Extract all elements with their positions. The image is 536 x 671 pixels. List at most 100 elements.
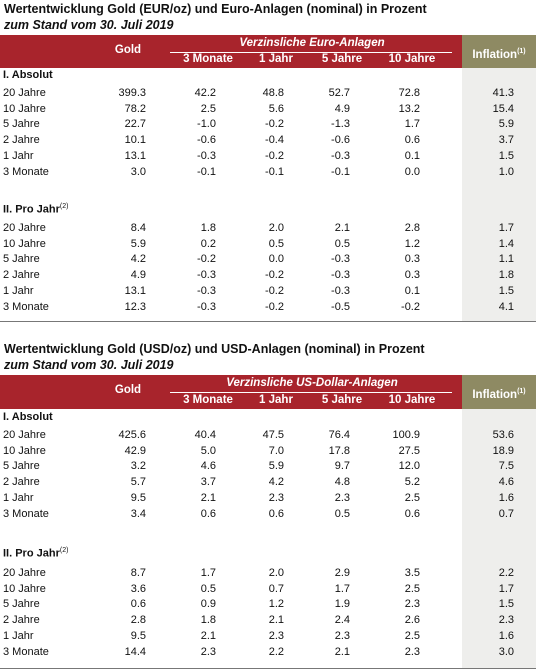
interest-value: 72.8	[398, 87, 420, 99]
row-label: 3 Monate	[3, 165, 49, 178]
inflation-value: 1.0	[498, 165, 514, 178]
table-row: 10 Jahre 42.9 5.0 7.0 17.8 27.5 18.9	[0, 444, 536, 459]
interest-value: -0.2	[265, 284, 284, 297]
interest-value: 13.2	[398, 102, 420, 115]
row-label: 2 Jahre	[3, 614, 40, 627]
interest-value: 100.9	[392, 429, 420, 441]
table-row: 20 Jahre 8.7 1.7 2.0 2.9 3.5 2.2	[0, 566, 536, 581]
table-bottom-rule	[0, 321, 536, 322]
interest-value: 1.7	[404, 118, 420, 131]
interest-value: 1.7	[200, 567, 216, 579]
gold-value: 10.1	[124, 134, 146, 147]
interest-value: 2.3	[200, 645, 216, 658]
gold-value: 0.6	[130, 598, 146, 611]
interest-value: -0.2	[265, 300, 284, 313]
section-footnote-marker: (2)	[59, 547, 69, 554]
interest-value: 4.8	[334, 476, 350, 489]
row-label: 10 Jahre	[3, 444, 46, 457]
inflation-value: 4.1	[498, 300, 514, 313]
gold-value: 9.5	[130, 629, 146, 642]
inflation-column-header: Inflation(1)	[462, 375, 536, 409]
interest-value: 42.2	[194, 87, 216, 99]
row-label: 5 Jahre	[3, 598, 40, 611]
interest-value: -0.3	[197, 300, 216, 313]
interest-value: 2.8	[404, 222, 420, 234]
interest-value: 2.5	[404, 491, 420, 504]
table-row: 10 Jahre 3.6 0.5 0.7 1.7 2.5 1.7	[0, 582, 536, 597]
table-subtitle: zum Stand vom 30. Juli 2019	[4, 358, 174, 372]
interest-value: 2.3	[404, 598, 420, 611]
table-title: Wertentwicklung Gold (USD/oz) und USD-An…	[4, 342, 425, 356]
table-header: Gold Verzinsliche Euro-Anlagen 3 Monate 1 J…	[0, 35, 536, 68]
gold-value: 5.7	[130, 476, 146, 489]
section-label: II. Pro Jahr	[3, 203, 60, 216]
interest-value: -0.1	[331, 165, 350, 178]
section-heading: I. Absolut	[3, 411, 53, 423]
interest-value: 1.7	[334, 582, 350, 595]
inflation-value: 1.6	[498, 491, 514, 504]
interest-value: 0.3	[404, 269, 420, 282]
interest-value: 2.0	[268, 222, 284, 234]
table-title: Wertentwicklung Gold (EUR/oz) und Euro-A…	[4, 2, 427, 16]
interest-investments-header: Verzinsliche Euro-Anlagen	[239, 37, 385, 49]
row-label: 10 Jahre	[3, 582, 46, 595]
inflation-column-bg	[462, 35, 536, 321]
inflation-value: 3.7	[498, 134, 514, 147]
interest-value: 2.4	[334, 614, 350, 627]
interest-value: 2.1	[200, 491, 216, 504]
interest-value: -0.1	[197, 165, 216, 178]
interest-value: 2.1	[334, 222, 350, 234]
interest-value: 3.5	[404, 567, 420, 579]
gold-value: 14.4	[124, 645, 146, 658]
interest-value: 2.0	[268, 567, 284, 579]
interest-value: -0.2	[265, 269, 284, 282]
table-row: 5 Jahre 0.6 0.9 1.2 1.9 2.3 1.5	[0, 597, 536, 612]
interest-value: 1.8	[200, 614, 216, 627]
interest-value: 0.5	[334, 507, 350, 520]
gold-value: 13.1	[124, 149, 146, 162]
row-label: 10 Jahre	[3, 102, 46, 115]
interest-value: 0.5	[334, 237, 350, 250]
maturity-column-header: 10 Jahre	[388, 53, 436, 65]
gold-value: 9.5	[130, 491, 146, 504]
interest-value: 2.1	[268, 614, 284, 627]
row-label: 20 Jahre	[3, 222, 46, 234]
interest-value: -0.3	[197, 269, 216, 282]
interest-value: 1.2	[268, 598, 284, 611]
interest-value: -0.2	[401, 300, 420, 313]
interest-value: 48.8	[262, 87, 284, 99]
interest-value: 2.3	[268, 629, 284, 642]
interest-value: 4.9	[334, 102, 350, 115]
interest-value: 0.6	[268, 507, 284, 520]
row-label: 3 Monate	[3, 645, 49, 658]
section-heading: I. Absolut	[3, 69, 53, 81]
inflation-value: 15.4	[492, 102, 514, 115]
section-heading: II. Pro Jahr(2)	[3, 203, 68, 216]
gold-value: 22.7	[124, 118, 146, 131]
header-divider-line	[170, 392, 452, 393]
section-footnote-marker: (2)	[59, 203, 69, 210]
interest-value: 7.0	[268, 444, 284, 457]
interest-value: 5.0	[200, 444, 216, 457]
row-label: 3 Monate	[3, 300, 49, 313]
row-label: 2 Jahre	[3, 476, 40, 489]
table-row: 5 Jahre 22.7 -1.0 -0.2 -1.3 1.7 5.9	[0, 117, 536, 132]
inflation-value: 4.6	[498, 476, 514, 489]
interest-value: 5.9	[268, 460, 284, 473]
interest-value: 2.5	[404, 629, 420, 642]
table-row: 2 Jahre 10.1 -0.6 -0.4 -0.6 0.6 3.7	[0, 133, 536, 148]
gold-value: 3.4	[130, 507, 146, 520]
interest-value: -0.3	[331, 269, 350, 282]
maturity-column-header: 3 Monate	[183, 394, 233, 406]
inflation-value: 7.5	[498, 460, 514, 473]
maturity-column-header: 5 Jahre	[321, 53, 363, 65]
inflation-value: 53.6	[492, 429, 514, 441]
interest-value: 0.0	[404, 165, 420, 178]
inflation-value: 1.7	[498, 582, 514, 595]
inflation-value: 0.7	[498, 507, 514, 520]
interest-value: 5.6	[268, 102, 284, 115]
table-row: 3 Monate 3.4 0.6 0.6 0.5 0.6 0.7	[0, 507, 536, 522]
table-row: 3 Monate 14.4 2.3 2.2 2.1 2.3 3.0	[0, 645, 536, 660]
interest-value: 2.2	[268, 645, 284, 658]
maturity-column-header: 1 Jahr	[259, 53, 293, 65]
